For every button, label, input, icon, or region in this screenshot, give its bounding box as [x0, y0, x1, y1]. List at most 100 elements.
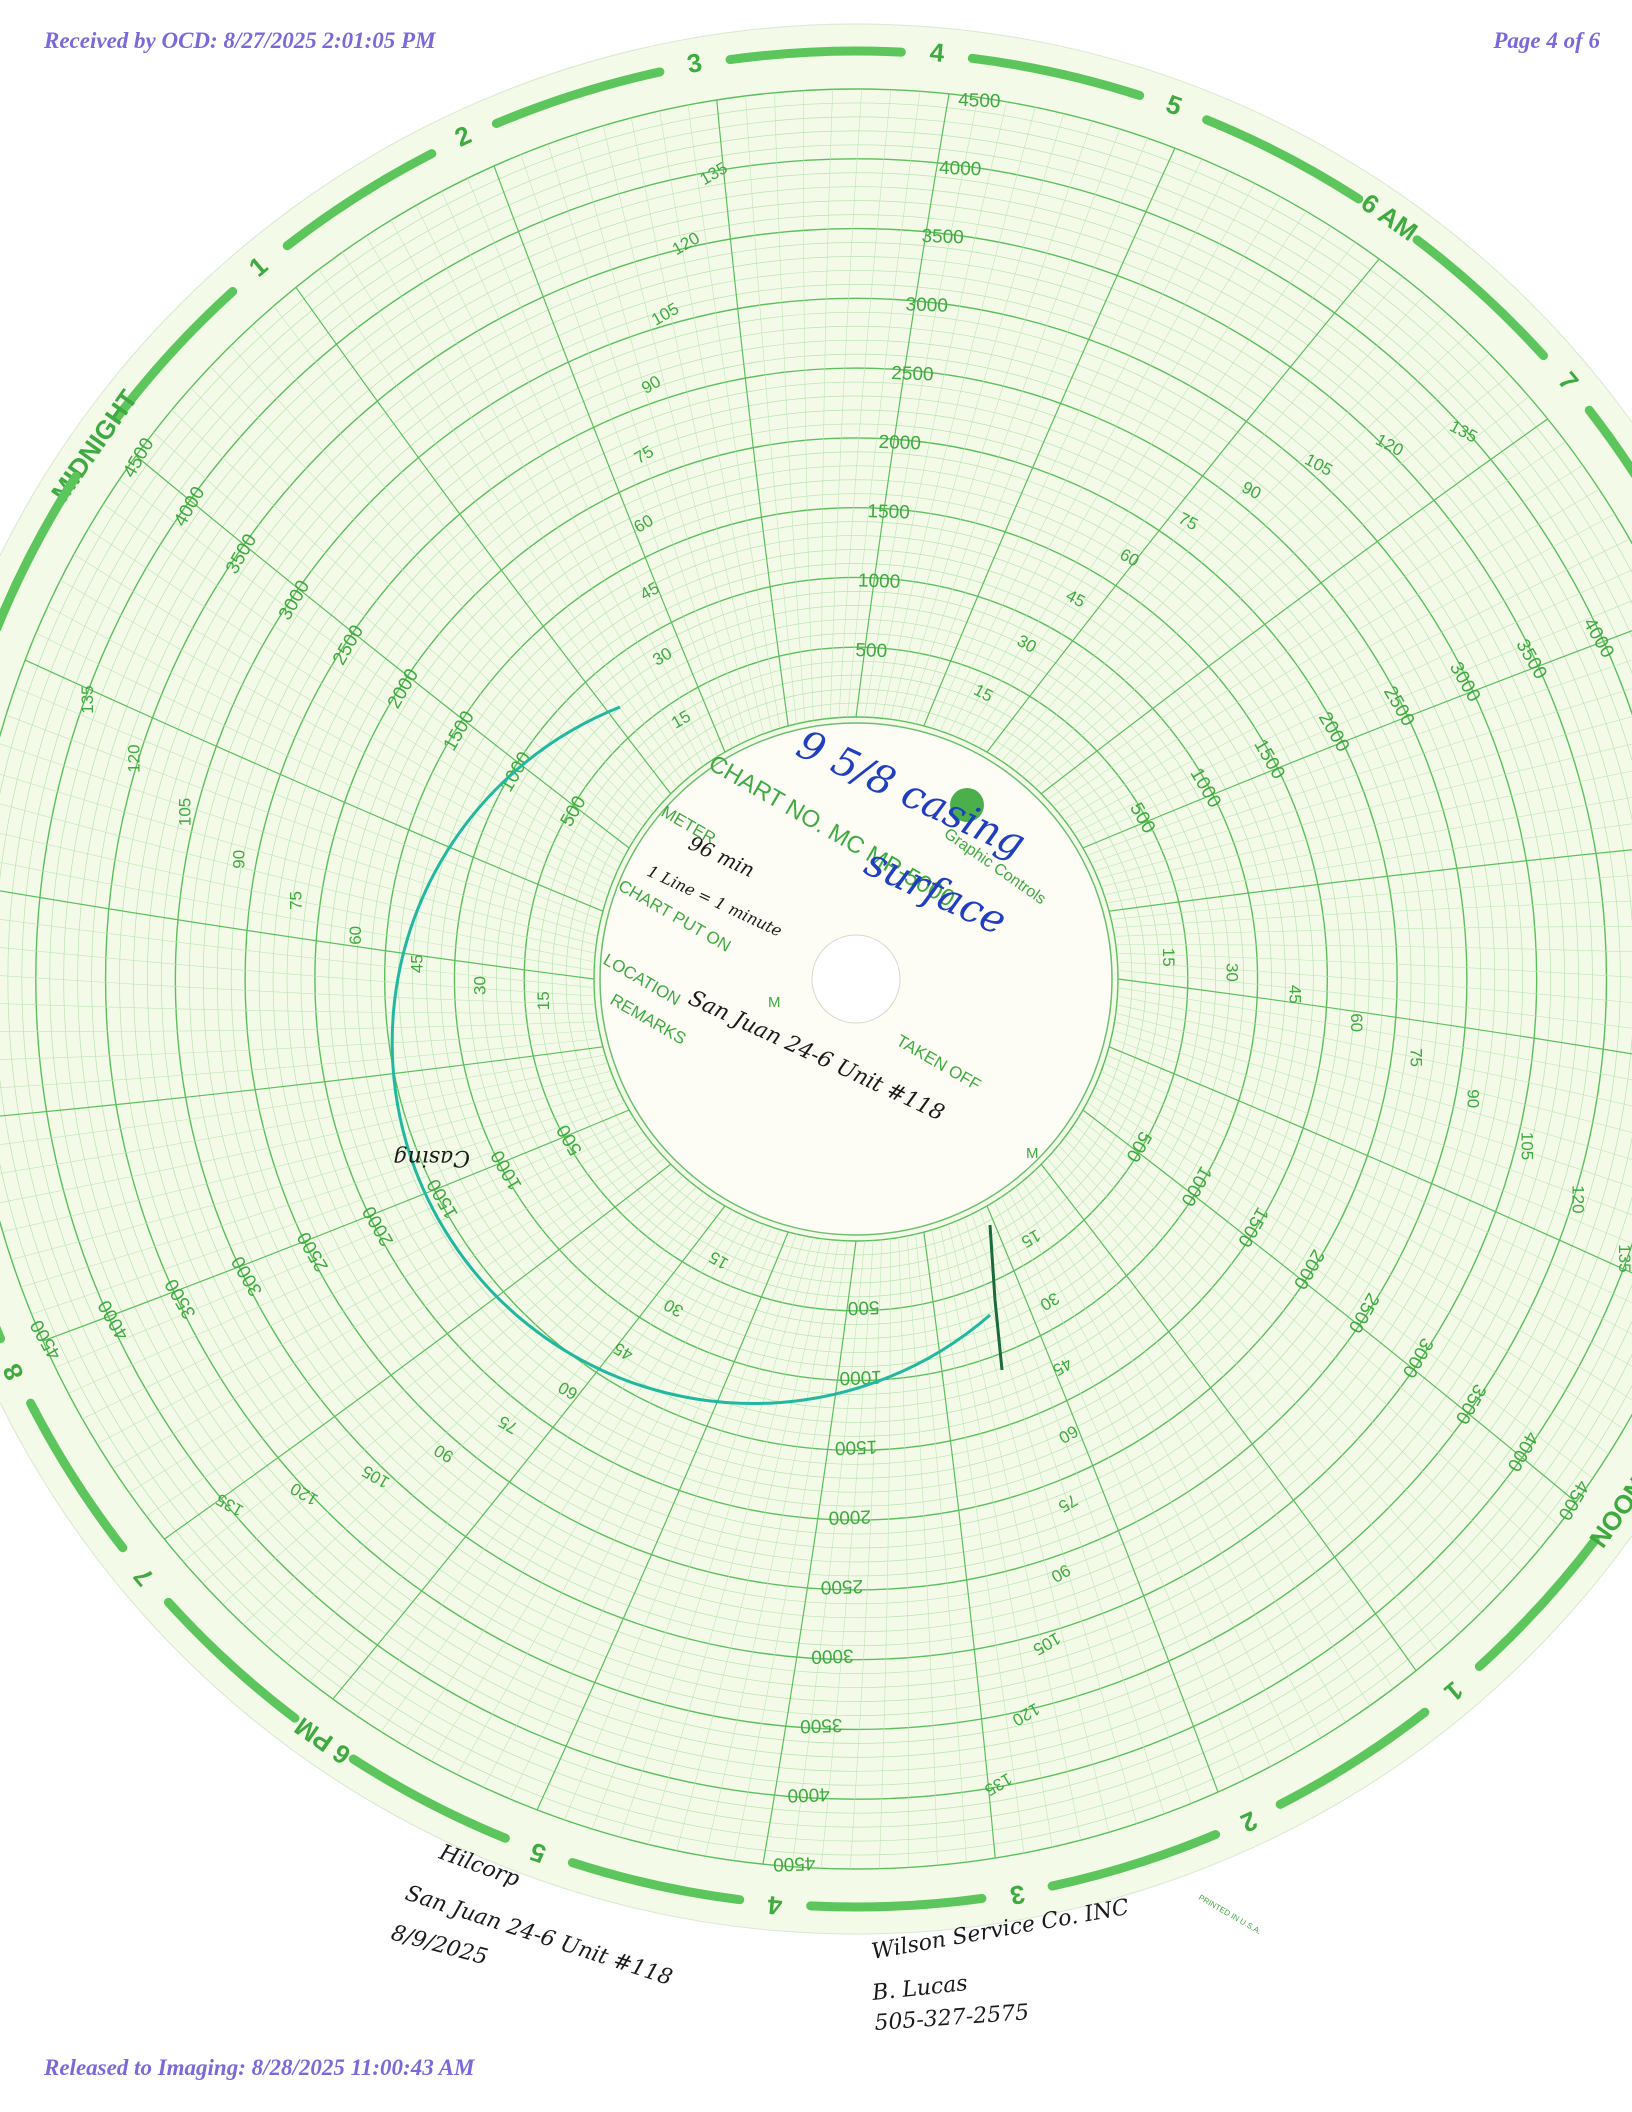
time-line: [163, 1163, 672, 1540]
time-line: [1117, 961, 1632, 1003]
time-line: [1108, 849, 1632, 912]
time-line: [1115, 944, 1632, 953]
time-line: [762, 1240, 857, 1865]
time-line: [915, 138, 1148, 724]
minute-label: 120: [1568, 1185, 1587, 1213]
time-line: [1111, 875, 1632, 920]
pressure-label: 1000: [858, 570, 901, 592]
time-line: [1040, 418, 1549, 795]
ring: [537, 660, 1175, 1298]
time-line: [1086, 659, 1632, 856]
time-line: [1022, 353, 1490, 777]
ring: [174, 297, 1538, 1661]
time-line: [947, 1224, 1082, 1841]
center-hole: [811, 934, 901, 1024]
time-line: [0, 1029, 600, 1060]
hour-label: 3: [1008, 1879, 1027, 1911]
time-line: [1090, 688, 1632, 864]
pressure-label: 3000: [905, 294, 948, 316]
time-line: [1117, 970, 1632, 1029]
time-line: [855, 93, 950, 718]
time-line: [1090, 1094, 1609, 1455]
time-line: [1106, 1054, 1632, 1304]
ring: [0, 116, 1632, 1842]
time-line: [24, 659, 604, 912]
time-line: [1001, 294, 1426, 762]
time-line: [1117, 978, 1632, 1055]
time-line: [1034, 1170, 1394, 1689]
time-line: [906, 128, 1121, 723]
time-line: [520, 154, 733, 749]
time-line: [1097, 743, 1632, 880]
ring: [230, 353, 1482, 1605]
time-line: [881, 107, 1036, 719]
time-line: [483, 1226, 773, 1788]
time-line: [1058, 1145, 1482, 1613]
hour-bar: [967, 53, 1145, 100]
time-line: [716, 99, 789, 727]
pressure-label: 4500: [773, 1852, 816, 1874]
hour-bar: [0, 471, 81, 632]
time-line: [1068, 1131, 1522, 1571]
time-line: [889, 113, 1065, 720]
time-line: [1114, 1021, 1632, 1188]
pressure-label: 4500: [958, 90, 1001, 112]
time-line: [273, 305, 666, 801]
time-line: [1082, 630, 1632, 849]
time-line: [1078, 600, 1632, 841]
time-line: [0, 947, 595, 997]
ring: [0, 88, 1632, 1870]
hour-bar: [1584, 405, 1632, 479]
time-line: [906, 1235, 938, 1866]
pressure-label: 500: [855, 640, 887, 662]
time-line: [956, 196, 1281, 738]
ring: [579, 702, 1133, 1256]
hour-bar: [1275, 1707, 1430, 1809]
time-line: [963, 1217, 1137, 1824]
logo: [950, 788, 984, 822]
pressure-label: 2000: [878, 432, 921, 454]
ring: [426, 549, 1286, 1409]
minute-label: 75: [1406, 1048, 1425, 1067]
time-line: [872, 101, 1008, 718]
ring: [286, 409, 1426, 1549]
pen-mark: [988, 1224, 1004, 1371]
time-line: [602, 125, 757, 738]
time-line: [0, 1021, 598, 1032]
time-line: [1052, 1151, 1461, 1633]
ring: [161, 284, 1551, 1674]
hour-bar: [1412, 235, 1548, 361]
ring: [383, 506, 1329, 1452]
note: Casing: [393, 1145, 470, 1170]
time-line: [1028, 1175, 1370, 1706]
time-line: [547, 143, 741, 745]
time-line: [0, 743, 598, 937]
pressure-label: 4000: [787, 1783, 830, 1805]
time-line: [182, 1169, 678, 1562]
time-line: [342, 252, 684, 783]
ring: [119, 242, 1593, 1716]
time-line: [898, 120, 1093, 721]
time-line: [1094, 716, 1632, 872]
time-line: [1114, 926, 1632, 937]
time-line: [493, 165, 726, 753]
minute-label: 120: [125, 744, 144, 772]
time-line: [575, 134, 749, 741]
ring: [91, 214, 1621, 1744]
time-line: [1046, 1157, 1439, 1653]
time-line: [0, 861, 595, 971]
time-line: [821, 89, 834, 720]
time-line: [1015, 1186, 1322, 1738]
time-line: [820, 1240, 874, 1869]
time-line: [47, 606, 609, 896]
hour-bar: [1202, 115, 1364, 204]
time-line: [135, 455, 630, 849]
time-line: [536, 1231, 789, 1811]
time-line: [803, 90, 814, 721]
ring: [21, 144, 1632, 1814]
pressure-label: 1500: [835, 1436, 878, 1458]
time-line: [830, 88, 863, 719]
time-line: [1063, 513, 1615, 820]
ring: [440, 563, 1272, 1395]
time-line: [68, 1124, 639, 1394]
